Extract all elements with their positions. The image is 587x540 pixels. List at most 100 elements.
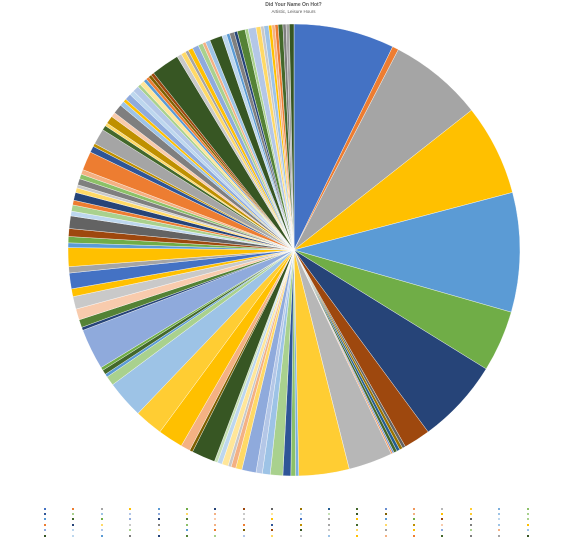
legend-swatch bbox=[185, 529, 188, 532]
legend-entry bbox=[242, 506, 270, 511]
legend-entry bbox=[299, 528, 327, 533]
legend-swatch bbox=[526, 507, 529, 510]
legend-swatch bbox=[384, 523, 387, 526]
legend-entry bbox=[44, 533, 71, 538]
legend-entry bbox=[72, 506, 99, 511]
legend-entry bbox=[44, 528, 71, 533]
legend-entry bbox=[129, 506, 156, 511]
legend-entry bbox=[72, 533, 99, 538]
pie-slice bbox=[293, 192, 521, 313]
legend-entry bbox=[44, 517, 71, 522]
legend-swatch bbox=[498, 518, 501, 521]
legend-entry bbox=[384, 517, 412, 522]
legend-swatch bbox=[214, 518, 217, 521]
legend-swatch bbox=[44, 513, 46, 516]
legend-entry bbox=[469, 517, 497, 522]
legend-swatch bbox=[214, 507, 217, 510]
legend-swatch bbox=[356, 507, 359, 510]
legend-swatch bbox=[242, 518, 245, 521]
legend-swatch bbox=[526, 518, 529, 521]
legend-entry bbox=[384, 506, 412, 511]
legend-swatch bbox=[242, 513, 245, 516]
legend-entry bbox=[526, 528, 554, 533]
legend-entry bbox=[214, 528, 241, 533]
legend-entry bbox=[299, 533, 327, 538]
legend-entry bbox=[72, 528, 99, 533]
legend-entry bbox=[157, 533, 185, 538]
legend-entry bbox=[100, 522, 128, 527]
legend-entry bbox=[413, 522, 440, 527]
pie-slice bbox=[289, 23, 295, 251]
legend-entry bbox=[214, 511, 241, 516]
legend-swatch bbox=[441, 534, 444, 537]
legend-entry bbox=[299, 511, 327, 516]
legend-entry bbox=[498, 522, 525, 527]
legend-entry bbox=[157, 517, 185, 522]
legend-swatch bbox=[413, 534, 416, 537]
chart-title: Did Your Name On Hot? bbox=[265, 2, 322, 8]
legend-entry bbox=[100, 511, 128, 516]
legend-entry bbox=[526, 533, 554, 538]
legend-swatch bbox=[327, 513, 330, 516]
legend-entry bbox=[44, 511, 71, 516]
legend-swatch bbox=[327, 534, 330, 537]
legend-entry bbox=[271, 511, 298, 516]
legend-entry bbox=[271, 522, 298, 527]
legend-entry bbox=[327, 533, 355, 538]
legend-entry bbox=[100, 533, 128, 538]
legend-entry bbox=[242, 533, 270, 538]
pie-slice bbox=[293, 23, 393, 251]
legend-swatch bbox=[469, 513, 472, 516]
legend-swatch bbox=[299, 513, 302, 516]
legend-swatch bbox=[327, 523, 330, 526]
legend-entry bbox=[157, 506, 185, 511]
legend-swatch bbox=[526, 523, 529, 526]
legend-entry bbox=[214, 517, 241, 522]
legend-swatch bbox=[299, 534, 302, 537]
legend-entry bbox=[441, 533, 468, 538]
legend-swatch bbox=[72, 534, 75, 537]
legend-swatch bbox=[327, 529, 330, 532]
legend-entry bbox=[498, 533, 525, 538]
legend-swatch bbox=[157, 523, 160, 526]
legend-swatch bbox=[100, 523, 103, 526]
legend-swatch bbox=[271, 507, 274, 510]
legend-swatch bbox=[413, 513, 416, 516]
legend-swatch bbox=[129, 529, 132, 532]
legend-entry bbox=[185, 517, 213, 522]
legend-entry bbox=[526, 506, 554, 511]
legend-entry bbox=[242, 517, 270, 522]
legend-swatch bbox=[242, 534, 245, 537]
legend-swatch bbox=[157, 529, 160, 532]
legend-swatch bbox=[356, 513, 359, 516]
legend-swatch bbox=[441, 513, 444, 516]
legend-entry bbox=[72, 522, 99, 527]
legend-entry bbox=[356, 506, 383, 511]
legend-entry bbox=[356, 511, 383, 516]
legend-swatch bbox=[72, 507, 75, 510]
legend-swatch bbox=[271, 529, 274, 532]
legend-swatch bbox=[469, 507, 472, 510]
legend-entry bbox=[129, 511, 156, 516]
legend-entry bbox=[441, 506, 468, 511]
legend-entry bbox=[214, 522, 241, 527]
legend-entry bbox=[271, 517, 298, 522]
legend-entry bbox=[469, 506, 497, 511]
legend-swatch bbox=[271, 518, 274, 521]
legend-entry bbox=[413, 533, 440, 538]
legend-swatch bbox=[469, 523, 472, 526]
legend-entry bbox=[384, 511, 412, 516]
chart-subtitle: Artistic, Leisure Hours bbox=[271, 9, 316, 14]
legend-swatch bbox=[413, 507, 416, 510]
legend-swatch bbox=[271, 513, 274, 516]
legend-swatch bbox=[469, 529, 472, 532]
legend-swatch bbox=[327, 507, 330, 510]
legend-swatch bbox=[384, 529, 387, 532]
legend-entry bbox=[413, 506, 440, 511]
legend-swatch bbox=[299, 507, 302, 510]
legend-entry bbox=[299, 506, 327, 511]
legend-entry bbox=[72, 517, 99, 522]
legend-swatch bbox=[526, 534, 529, 537]
legend-swatch bbox=[129, 534, 132, 537]
legend-swatch bbox=[242, 507, 245, 510]
